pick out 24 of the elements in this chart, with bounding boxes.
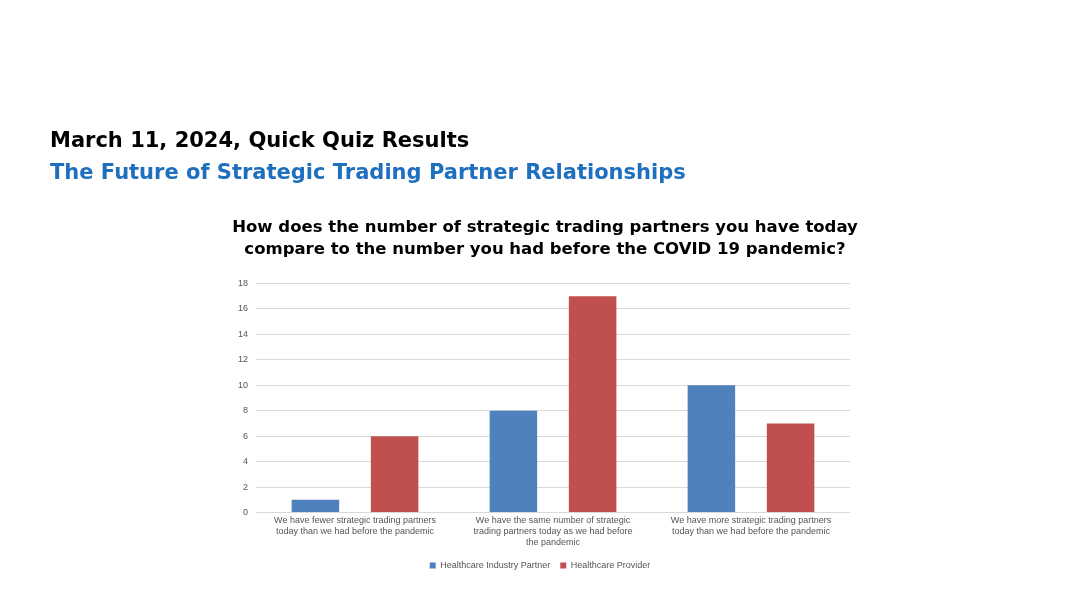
y-tick-label: 0: [243, 507, 249, 518]
text: How does the number of strategic trading partners you have today compare to the number you had before the COVID 19 pandemic?: [231, 216, 859, 260]
y-tick-label: 18: [238, 277, 249, 288]
x-tick-label: We have fewer strategic trading partners today than we had before the pandemic: [274, 515, 437, 537]
y-tick-label: 4: [243, 456, 249, 467]
y-tick-label: 12: [238, 354, 249, 365]
bar: [568, 296, 617, 513]
y-tick-label: 10: [238, 379, 249, 390]
chart-subtitle: The Future of Strategic Trading Partner Relationships: [50, 160, 686, 184]
y-tick-label: 2: [243, 481, 249, 492]
x-tick-label: We have more strategic trading partners today than we had before the pandemic: [670, 515, 832, 537]
bar: [489, 410, 538, 513]
bar: [687, 385, 736, 513]
y-tick-label: 14: [238, 328, 249, 339]
bar: [766, 423, 815, 513]
legend-label: Healthcare Provider: [570, 559, 651, 570]
legend-label: Healthcare Industry Partner: [440, 559, 551, 570]
bar: [370, 436, 419, 513]
bar: [291, 499, 340, 513]
chart-title: March 11, 2024, Quick Quiz Results: [50, 128, 470, 152]
x-tick-label: We have the same number of strategic trading partners today as we had before the pandemic: [473, 515, 633, 548]
y-tick-label: 8: [243, 405, 249, 416]
y-tick-label: 6: [243, 430, 249, 441]
y-tick-label: 16: [238, 303, 249, 314]
